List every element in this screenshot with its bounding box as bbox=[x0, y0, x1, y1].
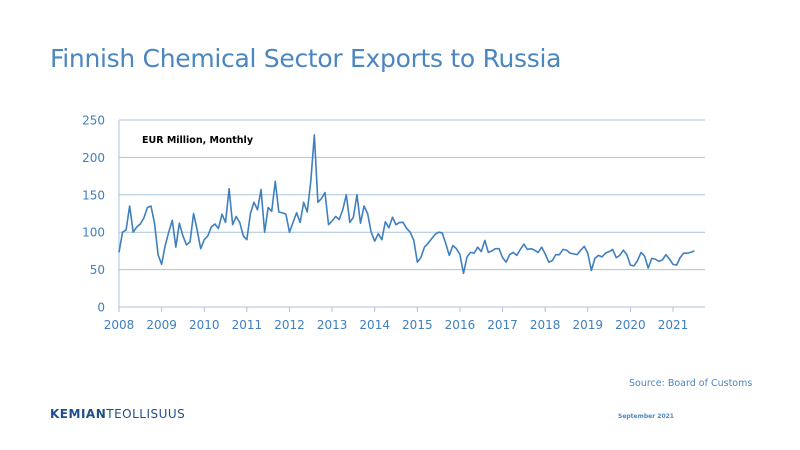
x-tick-label: 2013 bbox=[317, 318, 348, 332]
source-note: Source: Board of Customs bbox=[629, 378, 753, 389]
y-tick-label: 200 bbox=[82, 151, 105, 165]
x-tick-label: 2014 bbox=[359, 318, 390, 332]
y-tick-label: 150 bbox=[82, 188, 105, 202]
company-logo: KEMIANTEOLLISUUS bbox=[50, 407, 185, 421]
x-tick-labels: 2008 2009 2010 2011 2012 2013 2014 2015 2016 2017… bbox=[104, 318, 689, 332]
series-line bbox=[118, 134, 695, 275]
y-tick-label: 100 bbox=[82, 226, 105, 240]
logo-part-kemian: KEMIAN bbox=[50, 407, 107, 421]
chart-annotation: EUR Million, Monthly bbox=[142, 135, 254, 146]
x-tick-label: 2021 bbox=[658, 318, 689, 332]
x-tick-label: 2020 bbox=[615, 318, 646, 332]
chart-axes bbox=[118, 120, 674, 312]
x-tick-label: 2015 bbox=[402, 318, 433, 332]
chart-gridlines bbox=[119, 119, 705, 308]
y-tick-label: 0 bbox=[97, 301, 105, 315]
x-tick-label: 2012 bbox=[274, 318, 305, 332]
logo-part-teollisuus: TEOLLISUUS bbox=[106, 407, 186, 421]
y-tick-label: 250 bbox=[82, 114, 105, 128]
date-stamp: September 2021 bbox=[618, 413, 674, 420]
x-tick-label: 2011 bbox=[232, 318, 263, 332]
x-tick-label: 2019 bbox=[573, 318, 604, 332]
x-tick-label: 2016 bbox=[445, 318, 476, 332]
x-tick-label: 2008 bbox=[104, 318, 135, 332]
x-tick-label: 2017 bbox=[487, 318, 518, 332]
page-title: Finnish Chemical Sector Exports to Russi… bbox=[50, 44, 562, 73]
y-tick-label: 50 bbox=[90, 263, 105, 277]
x-tick-label: 2010 bbox=[189, 318, 220, 332]
y-tick-labels: 0 50 100 150 200 250 bbox=[82, 114, 105, 315]
x-tick-label: 2009 bbox=[146, 318, 177, 332]
x-tick-label: 2018 bbox=[530, 318, 561, 332]
